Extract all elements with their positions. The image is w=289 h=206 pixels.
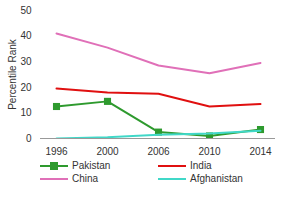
svg-text:2014: 2014 <box>249 146 272 157</box>
html-text:Pakistan: Pakistan <box>72 160 111 171</box>
html-text:India: India <box>190 160 212 171</box>
html-text:Afghanistan: Afghanistan <box>190 173 243 184</box>
svg-text:2010: 2010 <box>198 146 221 157</box>
svg-text:40: 40 <box>20 30 32 41</box>
svg-text:0: 0 <box>26 133 32 144</box>
svg-text:30: 30 <box>20 56 32 67</box>
svg-text:10: 10 <box>20 107 32 118</box>
svg-text:20: 20 <box>20 82 32 93</box>
svg-text:1996: 1996 <box>45 146 68 157</box>
svg-text:50: 50 <box>20 5 32 16</box>
svg-text:Percentile Rank: Percentile Rank <box>7 38 18 110</box>
svg-text:2000: 2000 <box>96 146 119 157</box>
svg-text:2006: 2006 <box>147 146 170 157</box>
html-text:China: China <box>72 173 99 184</box>
